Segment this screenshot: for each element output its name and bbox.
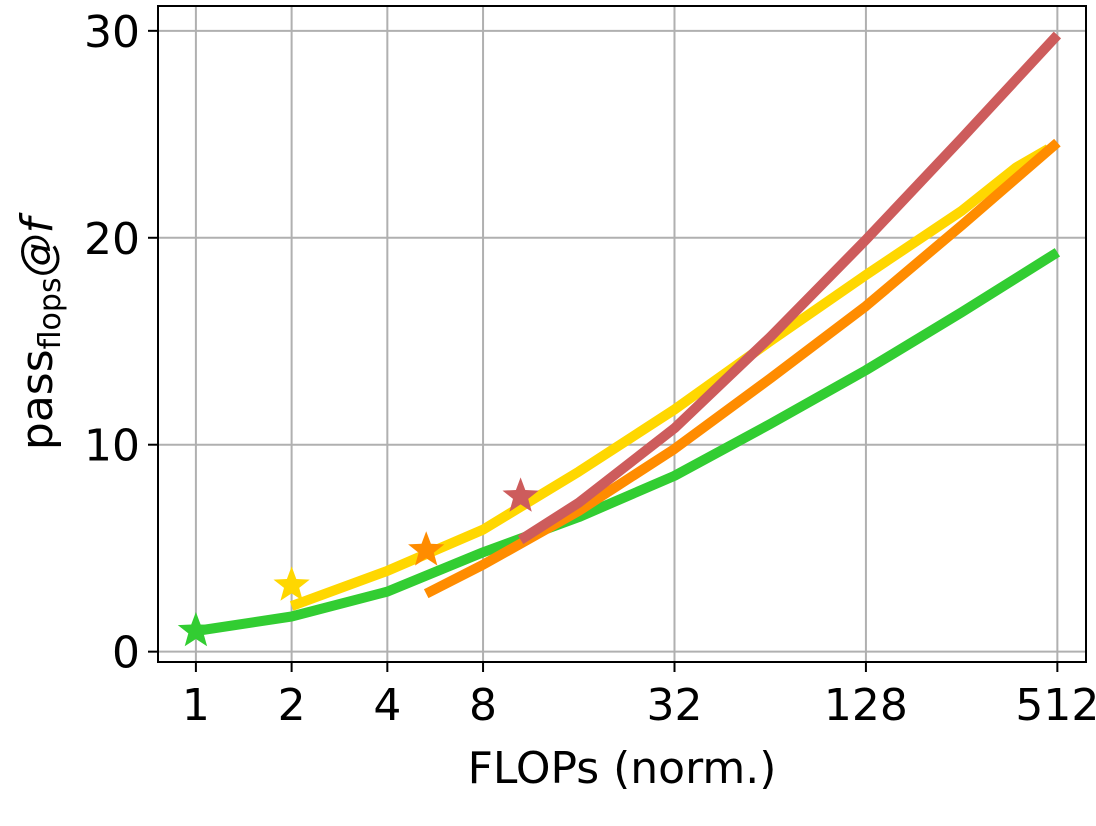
y-tick-label: 30 (84, 7, 140, 58)
series-line-2 (289, 144, 1051, 611)
y-axis-label-suffix: @f (12, 211, 63, 277)
star-marker-4 (502, 477, 539, 512)
y-tick-label: 10 (84, 421, 140, 472)
x-tick-label: 4 (373, 680, 401, 731)
x-tick-label: 32 (646, 680, 702, 731)
x-tick-label: 2 (278, 680, 306, 731)
y-axis-label: passflops@f (12, 211, 68, 450)
x-tick-label: 1 (182, 680, 210, 731)
y-axis-label-subscript: flops (33, 277, 68, 349)
star-marker-2 (273, 566, 310, 601)
y-tick-label: 20 (84, 214, 140, 265)
y-axis-label-main: pass (12, 349, 63, 450)
x-axis-label: FLOPs (norm.) (468, 743, 777, 794)
x-tick-label: 8 (469, 680, 497, 731)
star-layer (177, 477, 539, 647)
star-marker-1 (177, 612, 214, 647)
series-layer (195, 31, 1062, 636)
x-axis-ticks: 1 2 4 8 32 128 512 (182, 662, 1096, 731)
x-tick-label: 512 (1015, 680, 1096, 731)
series-line-3 (423, 138, 1061, 599)
plot-frame (157, 5, 1087, 663)
star-marker-3 (408, 531, 445, 566)
y-tick-label: 0 (112, 628, 140, 679)
series-line-4 (517, 31, 1062, 545)
y-axis-ticks: 0 10 20 30 (84, 7, 158, 679)
x-tick-label: 128 (824, 680, 908, 731)
grid (158, 6, 1086, 662)
series-line-1 (195, 248, 1061, 636)
